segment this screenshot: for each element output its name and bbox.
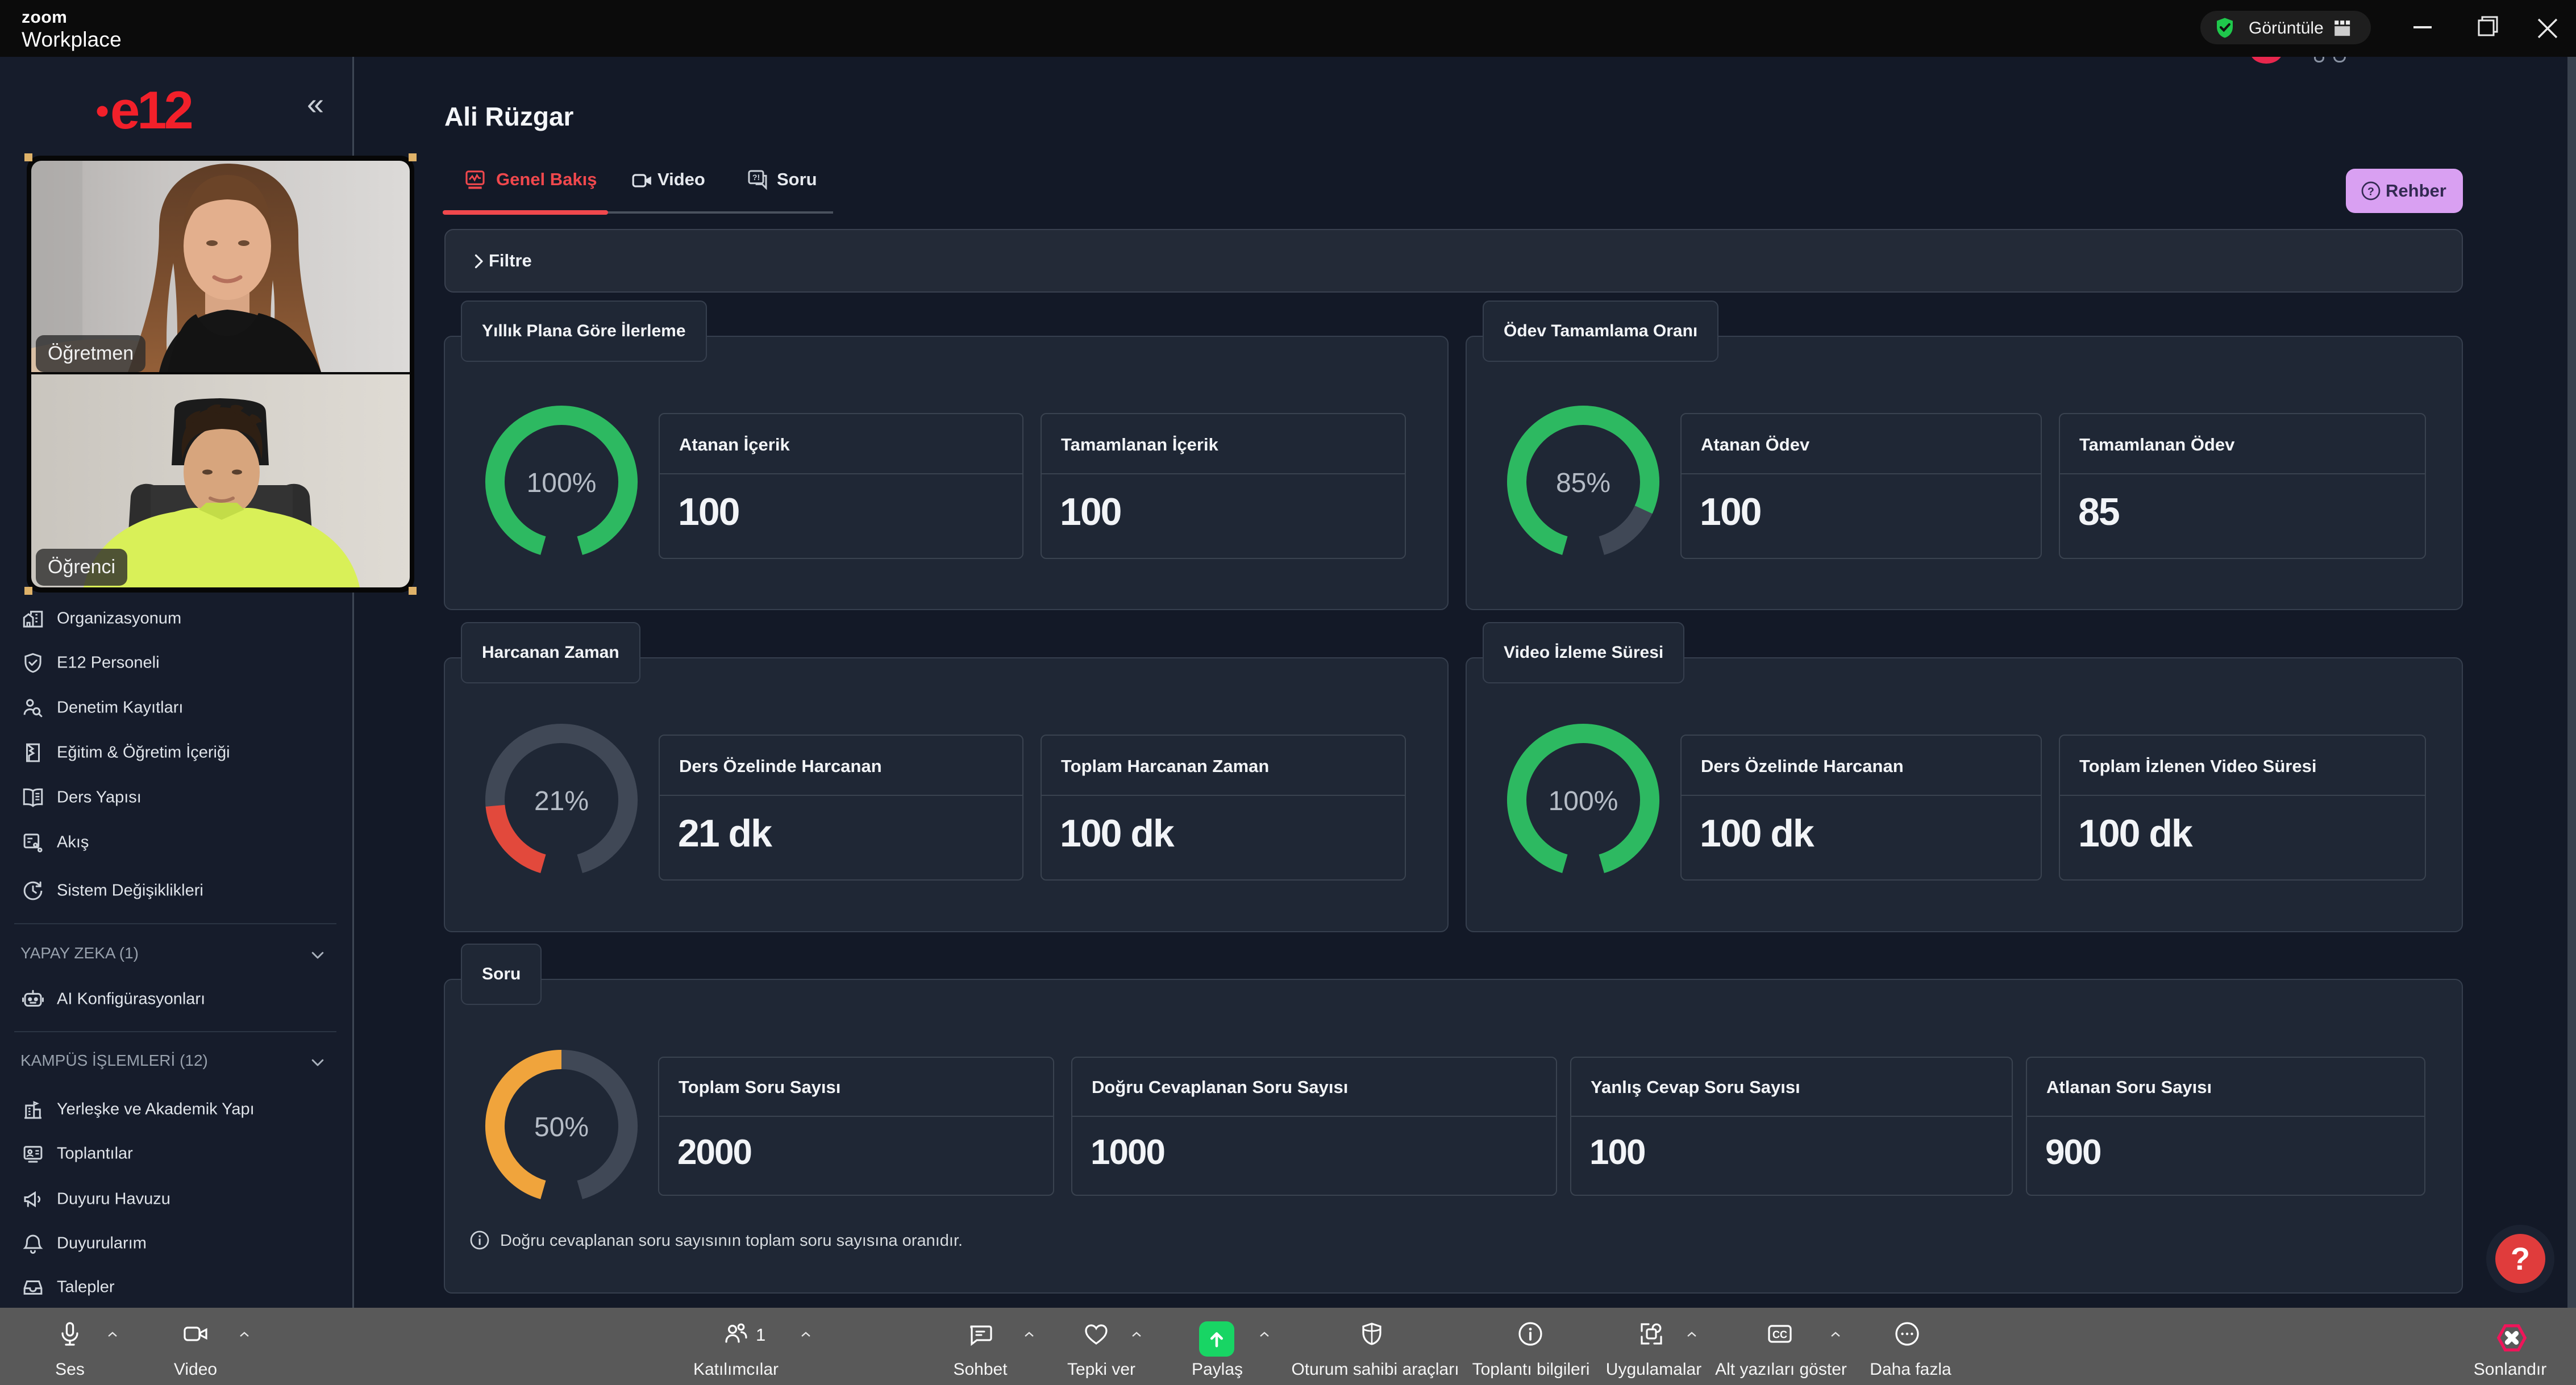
- svg-text:e12: e12: [110, 80, 192, 140]
- svg-text:CC: CC: [1772, 1329, 1787, 1341]
- svg-text:100%: 100%: [527, 468, 597, 498]
- svg-text:?!: ?!: [752, 173, 760, 182]
- svg-text:21%: 21%: [534, 786, 589, 816]
- svg-text:50%: 50%: [534, 1112, 589, 1142]
- svg-text:?: ?: [2367, 186, 2374, 198]
- svg-text:85%: 85%: [1556, 468, 1610, 498]
- svg-text:100%: 100%: [1549, 786, 1618, 816]
